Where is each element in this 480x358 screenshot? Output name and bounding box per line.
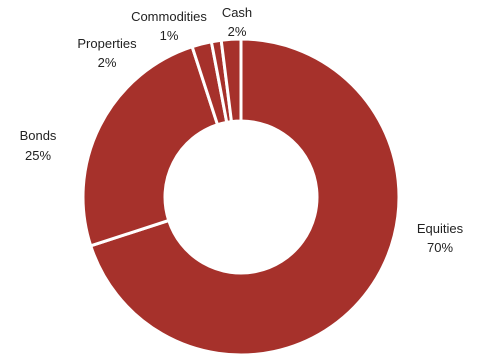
label-cash: Cash 2%	[222, 5, 252, 39]
slice-equities	[88, 37, 401, 357]
label-properties: Properties 2%	[77, 36, 137, 70]
label-commodities-name: Commodities	[131, 9, 207, 24]
label-cash-value: 2%	[228, 24, 247, 39]
label-commodities: Commodities 1%	[131, 9, 207, 43]
label-equities-value: 70%	[427, 240, 453, 255]
slice-cash	[219, 37, 243, 124]
label-bonds: Bonds 25%	[20, 128, 57, 163]
label-equities: Equities 70%	[417, 221, 464, 255]
slices-group	[81, 37, 401, 357]
label-cash-name: Cash	[222, 5, 252, 20]
label-properties-value: 2%	[98, 55, 117, 70]
label-bonds-value: 25%	[25, 148, 51, 163]
slice-bonds	[81, 44, 220, 248]
label-commodities-value: 1%	[160, 28, 179, 43]
label-equities-name: Equities	[417, 221, 464, 236]
label-bonds-name: Bonds	[20, 128, 57, 143]
label-properties-name: Properties	[77, 36, 137, 51]
